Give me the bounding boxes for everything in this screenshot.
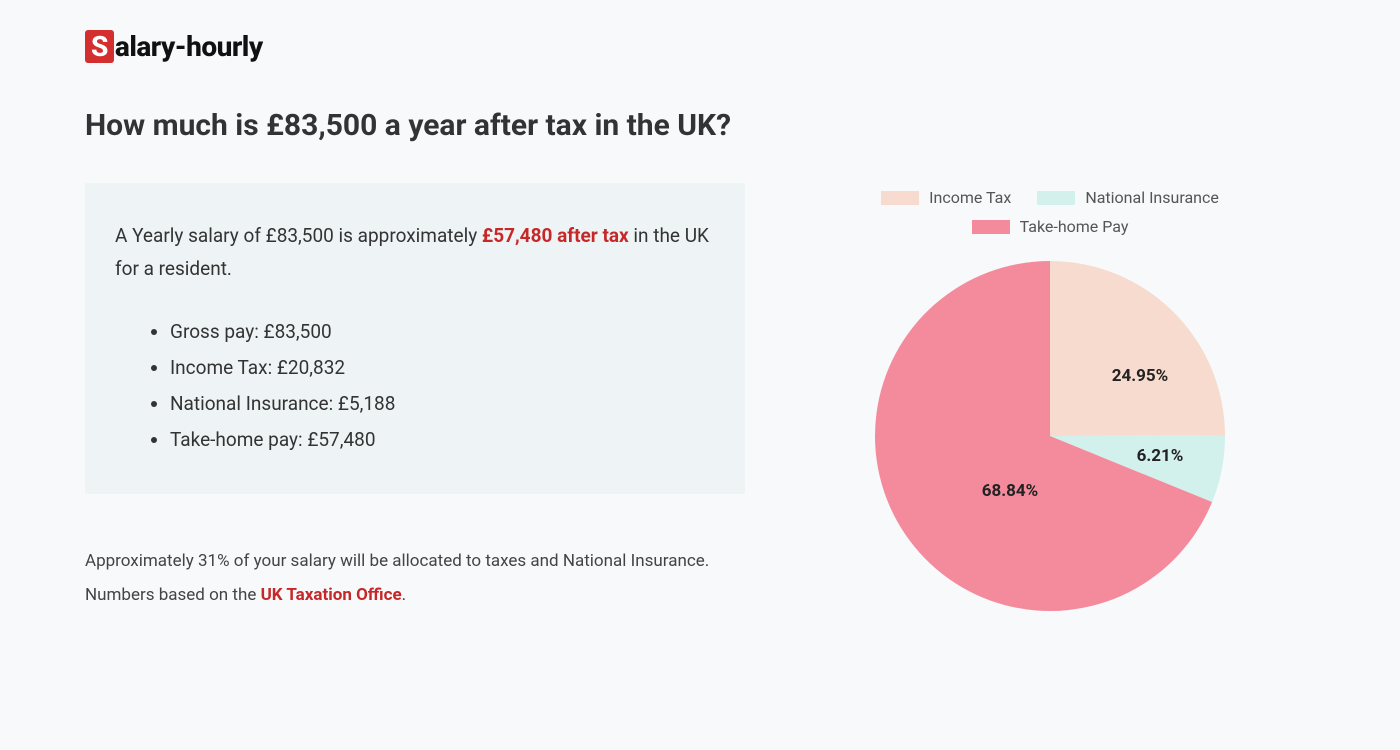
page-title: How much is £83,500 a year after tax in … xyxy=(85,108,1315,143)
summary-box: A Yearly salary of £83,500 is approximat… xyxy=(85,183,745,494)
list-item: Take-home pay: £57,480 xyxy=(170,422,715,458)
legend-item-income-tax: Income Tax xyxy=(881,188,1011,207)
list-item: Income Tax: £20,832 xyxy=(170,350,715,386)
list-item: Gross pay: £83,500 xyxy=(170,314,715,350)
chart-column: Income Tax National Insurance Take-home … xyxy=(835,183,1265,626)
logo-rest: alary-hourly xyxy=(115,30,263,63)
legend-swatch xyxy=(881,191,919,205)
legend-item-take-home: Take-home Pay xyxy=(972,217,1129,236)
footer-text: Approximately 31% of your salary will be… xyxy=(85,544,745,612)
legend-item-national-insurance: National Insurance xyxy=(1037,188,1219,207)
summary-list: Gross pay: £83,500 Income Tax: £20,832 N… xyxy=(115,314,715,458)
list-item: National Insurance: £5,188 xyxy=(170,386,715,422)
pie-label-take-home: 68.84% xyxy=(982,481,1039,501)
content-row: A Yearly salary of £83,500 is approximat… xyxy=(85,183,1315,626)
pie-chart: 24.95% 6.21% 68.84% xyxy=(860,246,1240,626)
chart-legend: Income Tax National Insurance Take-home … xyxy=(835,188,1265,236)
legend-swatch xyxy=(972,220,1010,234)
legend-label: Income Tax xyxy=(929,188,1011,207)
legend-swatch xyxy=(1037,191,1075,205)
summary-intro: A Yearly salary of £83,500 is approximat… xyxy=(115,219,715,286)
footer-line1: Approximately 31% of your salary will be… xyxy=(85,551,709,571)
legend-label: National Insurance xyxy=(1085,188,1219,207)
summary-intro-pre: A Yearly salary of £83,500 is approximat… xyxy=(115,224,482,247)
pie-label-national-insurance: 6.21% xyxy=(1137,446,1184,466)
footer-line2-post: . xyxy=(402,585,406,605)
logo: Salary-hourly xyxy=(85,30,1315,63)
legend-label: Take-home Pay xyxy=(1020,217,1129,236)
uk-tax-office-link[interactable]: UK Taxation Office xyxy=(261,585,402,605)
pie-label-income-tax: 24.95% xyxy=(1112,366,1169,386)
left-column: A Yearly salary of £83,500 is approximat… xyxy=(85,183,745,612)
footer-line2-pre: Numbers based on the xyxy=(85,585,261,605)
summary-highlight: £57,480 after tax xyxy=(482,224,629,247)
logo-s-box: S xyxy=(85,30,114,63)
